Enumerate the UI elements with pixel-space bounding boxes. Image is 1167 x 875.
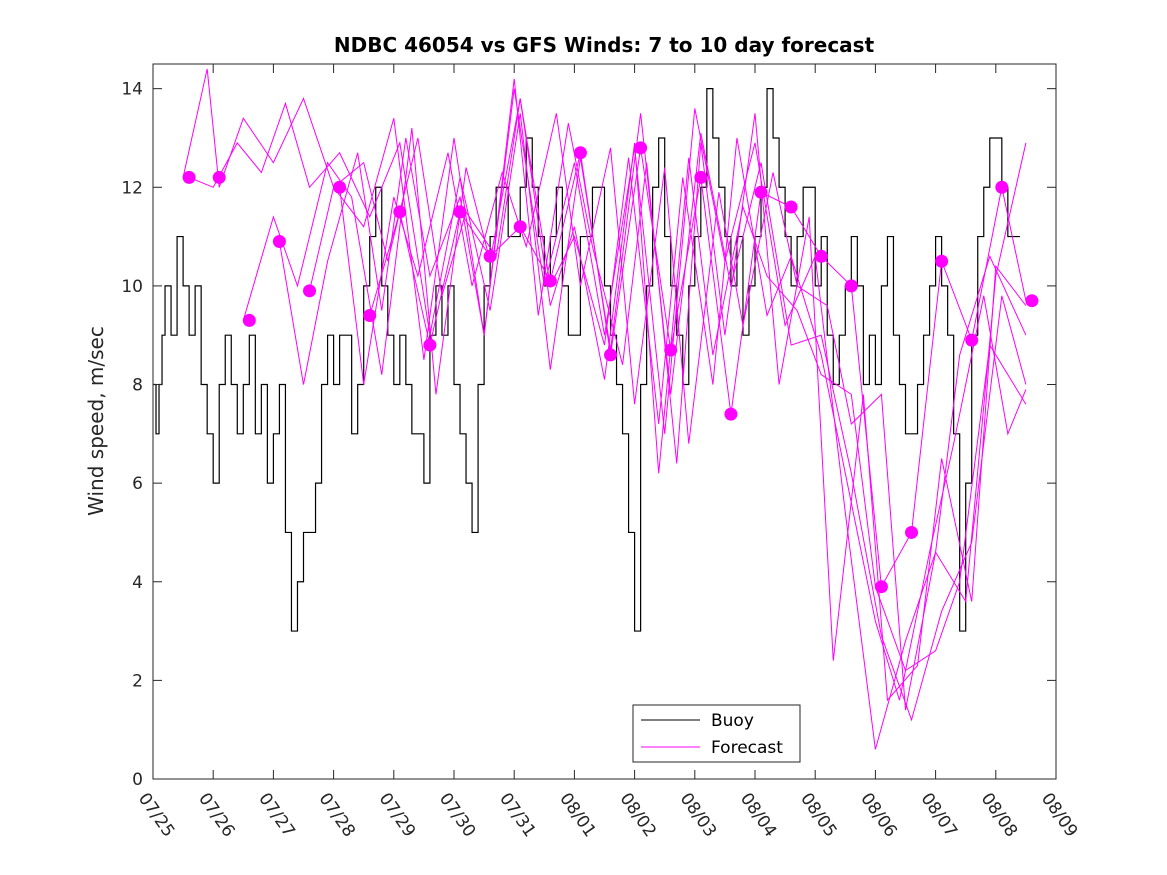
forecast-marker — [453, 205, 467, 219]
forecast-marker — [272, 235, 286, 249]
forecast-run-line-4 — [278, 78, 1027, 702]
forecast-marker — [483, 249, 497, 263]
forecast-marker — [634, 141, 648, 155]
x-tick-label: 07/31 — [495, 789, 539, 841]
y-tick-label: 8 — [132, 376, 143, 396]
forecast-run-line-6 — [339, 113, 1027, 711]
forecast-marker — [874, 580, 888, 594]
forecast-marker — [1025, 294, 1039, 308]
y-tick-label: 14 — [121, 80, 143, 100]
legend-buoy-label: Buoy — [711, 711, 754, 731]
forecast-marker — [303, 284, 317, 298]
x-tick-label: 07/27 — [254, 789, 298, 841]
forecast-marker — [664, 343, 678, 357]
x-tick-label: 07/29 — [375, 789, 419, 841]
x-tick-label: 08/01 — [555, 789, 599, 841]
forecast-marker — [694, 170, 708, 184]
y-tick-label: 12 — [121, 178, 143, 198]
plot-background — [153, 64, 1056, 779]
forecast-marker — [784, 200, 798, 214]
forecast-marker — [393, 205, 407, 219]
forecast-marker — [844, 279, 858, 293]
x-tick-label: 08/06 — [856, 789, 900, 841]
x-tick-label: 08/03 — [676, 789, 720, 841]
y-tick-label: 6 — [132, 474, 143, 494]
legend: Buoy Forecast — [632, 704, 801, 763]
forecast-marker — [513, 220, 527, 234]
forecast-marker — [333, 180, 347, 194]
forecast-marker — [905, 525, 919, 539]
chart-title: NDBC 46054 vs GFS Winds: 7 to 10 day for… — [334, 33, 875, 57]
forecast-marker — [724, 407, 738, 421]
forecast-marker — [423, 338, 437, 352]
x-tick-label: 08/08 — [977, 789, 1021, 841]
x-tick-label: 07/26 — [194, 789, 238, 841]
forecast-marker — [573, 146, 587, 160]
legend-box — [632, 704, 801, 763]
forecast-marker — [212, 170, 226, 184]
forecast-marker — [242, 313, 256, 327]
forecast-marker — [182, 170, 196, 184]
forecast-marker — [754, 185, 768, 199]
forecast-run-line-1 — [182, 68, 1027, 750]
forecast-marker — [935, 254, 949, 268]
axes — [152, 63, 1057, 780]
forecast-marker — [814, 249, 828, 263]
axes-box — [152, 63, 1057, 780]
legend-forecast-label: Forecast — [711, 738, 783, 758]
x-tick-label: 07/30 — [435, 789, 479, 841]
x-tick-label: 08/02 — [616, 789, 660, 841]
forecast-marker — [363, 308, 377, 322]
y-tick-label: 4 — [132, 573, 143, 593]
plot-area — [153, 64, 1056, 779]
y-tick-label: 10 — [121, 277, 143, 297]
x-tick-label: 07/28 — [315, 789, 359, 841]
y-tick-label: 0 — [132, 770, 143, 790]
y-axis-label: Wind speed, m/sec — [84, 326, 108, 516]
x-tick-label: 08/07 — [917, 789, 961, 841]
forecast-marker — [995, 180, 1009, 194]
x-tick-label: 08/04 — [736, 789, 780, 841]
x-tick-label: 07/25 — [134, 789, 178, 841]
x-tick-label: 08/09 — [1037, 789, 1081, 841]
forecast-marker — [965, 333, 979, 347]
forecast-markers — [182, 141, 1039, 594]
forecast-marker — [543, 274, 557, 288]
forecast-marker — [604, 348, 618, 362]
forecast-run-line-5 — [309, 98, 1027, 701]
x-tick-label: 08/05 — [796, 789, 840, 841]
y-tick-label: 2 — [132, 671, 143, 691]
